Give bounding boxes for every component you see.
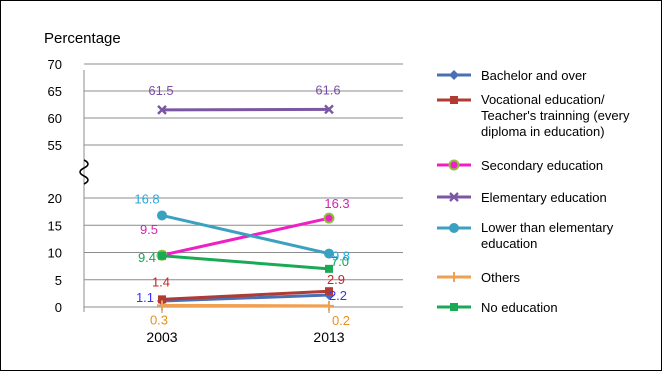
series-line [161,289,330,301]
series-line [161,213,330,256]
data-point [324,300,334,311]
data-label: 61.6 [315,82,340,97]
series-1 [158,287,333,304]
data-point [157,210,167,221]
legend-item: Others [437,270,521,285]
grid [84,63,403,281]
legend-marker [449,70,459,80]
y-tick-label: 10 [48,246,62,261]
data-label: 1.1 [136,290,154,305]
data-point [324,104,334,115]
y-tick-label: 15 [48,218,62,233]
legend: Bachelor and over Vocational education/Te… [437,68,630,315]
axis-break-icon [79,159,89,185]
data-point [325,264,333,273]
legend-item: No education [437,300,558,315]
legend-item: Secondary education [437,158,603,173]
data-point [157,105,167,115]
legend-marker [450,303,458,311]
data-label: 0.3 [150,312,168,327]
y-tick-label: 55 [48,138,62,153]
x-tick-label: 2013 [313,329,344,345]
legend-marker [449,223,459,233]
data-label: 1.4 [152,274,170,289]
legend-item: Elementary education [437,190,607,205]
y-tick-label: 70 [48,57,62,72]
legend-marker [450,96,458,104]
legend-item: Vocational education/Teacher's trainning… [437,92,630,139]
data-label: 9.5 [140,222,158,237]
data-label: 61.5 [148,83,173,98]
y-tick-label: 5 [55,273,62,288]
data-point [323,212,335,224]
legend-label: Lower than elementary education [481,220,614,251]
data-label: 2.2 [329,288,347,303]
series-line [161,293,330,303]
series-line [161,303,330,308]
data-label: 16.3 [324,196,349,211]
series-line [161,254,330,271]
series-4 [157,210,334,259]
data-label: 0.2 [332,313,350,328]
legend-marker [448,159,460,171]
legend-label: Others [481,270,521,285]
data-point [324,248,334,259]
x-tick-label: 2003 [146,329,177,345]
legend-label: No education [481,300,558,315]
series-lines [156,104,335,311]
data-labels: 1.1 2.2 1.4 2.9 9.5 16.3 61.5 61.6 16.8 9.8 0.3 0.2… [134,82,350,328]
data-point [158,251,166,260]
data-label: 9.4 [138,250,156,265]
data-label: 7.0 [331,254,349,269]
series-6 [158,251,333,273]
legend-label: Bachelor and over [481,68,587,83]
legend-item: Bachelor and over [437,68,587,83]
series-5 [157,300,334,311]
data-label: 9.8 [332,249,350,264]
data-point [325,287,333,296]
y-axis-title: Percentage [44,30,121,47]
data-label: 16.8 [134,191,159,206]
legend-label: Secondary education [481,158,603,173]
y-tick-label: 65 [48,84,62,99]
y-tick-label: 20 [48,191,62,206]
legend-label: Vocational education/Teacher's trainning… [481,92,630,139]
axes: 0 5 10 15 20 55 60 65 70 2003 2013 [48,57,403,345]
legend-item: Lower than elementary education [437,220,614,251]
y-tick-label: 60 [48,111,62,126]
data-label: 2.9 [327,272,345,287]
series-line [161,107,330,112]
legend-marker [449,192,459,202]
series-3 [157,104,334,115]
legend-label: Elementary education [481,190,607,205]
y-tick-label: 0 [55,300,62,315]
series-line [161,216,330,257]
legend-marker [449,272,459,282]
data-point [157,300,167,311]
data-point [158,295,166,304]
